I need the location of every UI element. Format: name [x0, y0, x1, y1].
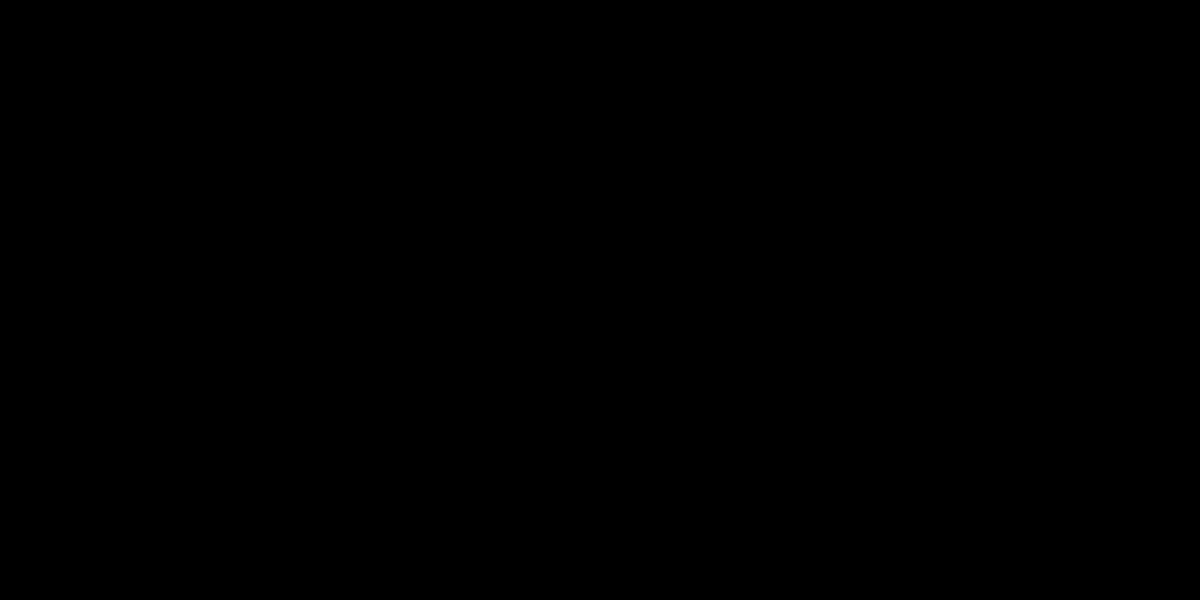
- plot-background: [0, 0, 1200, 600]
- spectrum-plot-panel: [0, 0, 1200, 600]
- spectrum-plot-canvas: [0, 0, 1200, 600]
